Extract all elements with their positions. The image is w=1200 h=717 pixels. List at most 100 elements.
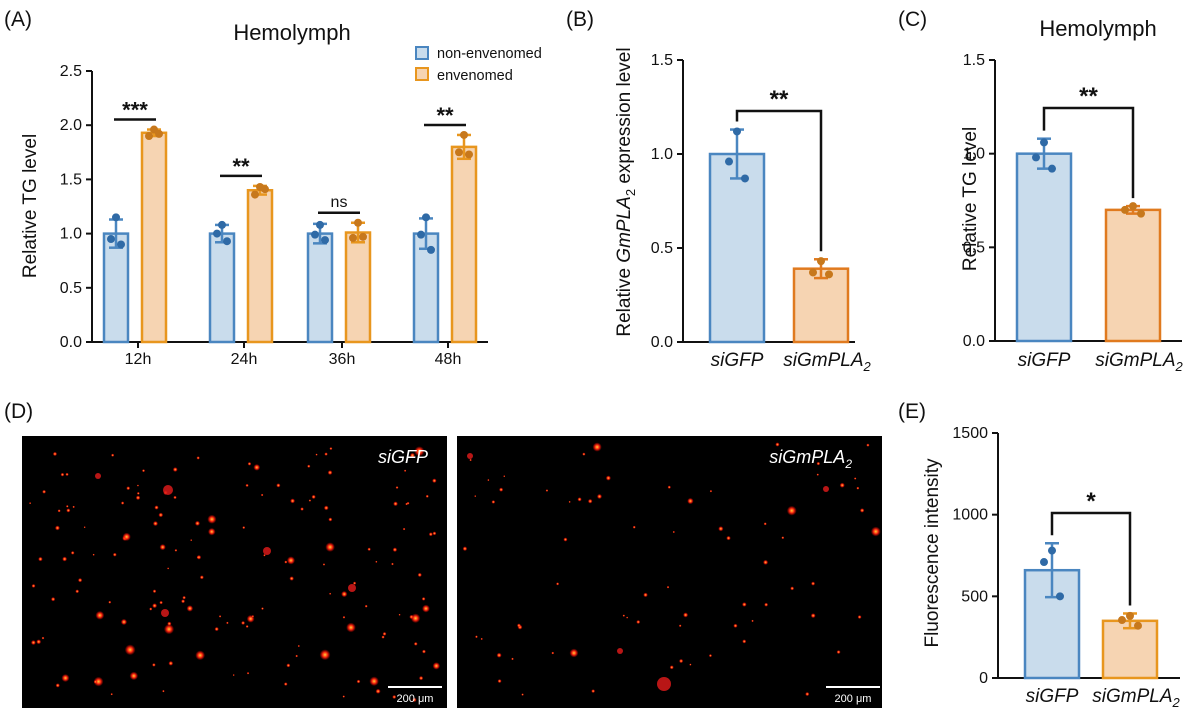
fluorescent-spot <box>276 483 281 488</box>
panel-c-significance-bracket <box>1042 106 1135 199</box>
fluorescent-spot <box>418 675 424 681</box>
fluorescent-spot <box>870 526 881 537</box>
fluorescent-spot <box>425 494 429 498</box>
fluorescent-spot <box>167 567 170 570</box>
fluorescent-spot <box>689 663 692 666</box>
fluorescent-spot <box>207 514 217 524</box>
fluorescent-spot <box>29 502 32 505</box>
panel-b-siGFP-data-point <box>725 157 733 166</box>
panel-b-siGFP-data-point <box>733 127 741 136</box>
fluorescent-spot <box>95 610 105 620</box>
panel-c-title: Hemolymph <box>1039 16 1156 41</box>
fluorescent-spot <box>403 469 407 472</box>
fluorescent-spot <box>763 559 769 565</box>
fluorescent-spot <box>605 475 611 481</box>
fluorescent-spot <box>742 602 747 607</box>
fluorescent-spot <box>246 671 250 675</box>
fluorescent-spot <box>687 497 694 505</box>
fluorescent-spot <box>422 604 430 613</box>
fluorescent-spot <box>253 464 261 471</box>
fluorescent-spot <box>392 694 397 699</box>
panel-a-envenomed-data-point <box>155 129 163 138</box>
fluorescent-spot <box>672 530 675 534</box>
panel-a-non-envenomed-data-point <box>213 229 221 238</box>
fluorescent-spot <box>511 657 514 661</box>
panel-e-siGFP-data-point <box>1056 592 1064 601</box>
fluorescent-spot <box>129 671 139 681</box>
fluorescent-spot <box>810 613 816 619</box>
panel-a-non-envenomed-data-point <box>321 236 329 245</box>
fluorescent-spot <box>866 443 870 447</box>
panel-a-non-envenomed-data-point <box>107 235 115 244</box>
fluorescent-spot <box>402 527 406 531</box>
fluorescent-cluster <box>348 584 356 592</box>
fluorescent-spot <box>319 649 331 661</box>
fluorescent-spot <box>487 478 490 482</box>
micrograph-siGFP <box>22 436 447 708</box>
panel-a-y-label: Relative TG level <box>20 134 41 278</box>
micrograph-siGmPLA <box>457 436 882 708</box>
fluorescent-spot <box>499 487 504 492</box>
legend-swatch-non-envenomed <box>415 46 429 60</box>
fluorescent-spot <box>577 497 582 502</box>
panel-d-micrographs: siGFP siGmPLA2 200 μm 200 μm <box>22 436 882 708</box>
fluorescent-spot <box>181 599 186 604</box>
fluorescent-spot <box>108 600 112 604</box>
panel-a-non-envenomed-data-point <box>112 213 120 222</box>
panel-e-y-tick-label: 1000 <box>952 507 988 524</box>
panel-a-x-tick-label: 24h <box>231 351 258 368</box>
fluorescent-spot <box>120 618 128 626</box>
panel-a-envenomed-bar <box>450 145 478 344</box>
micrograph-siGmPLA-signal <box>462 442 881 697</box>
fluorescent-spot <box>733 623 738 628</box>
fluorescent-spot <box>428 532 433 537</box>
panel-a-non-envenomed-bar <box>306 232 334 344</box>
fluorescent-spot <box>122 532 131 542</box>
legend-swatch-envenomed <box>415 67 429 81</box>
fluorescent-spot <box>328 517 333 522</box>
fluorescent-spot <box>857 615 862 619</box>
micrograph-label-siGFP: siGFP <box>378 447 428 467</box>
fluorescent-spot <box>462 546 468 552</box>
fluorescent-spot <box>295 654 299 658</box>
panel-a-x-tick-label: 12h <box>125 351 152 368</box>
panel-e-siGmPLA-bar <box>1101 619 1159 680</box>
panel-c-siGmPLA-bar <box>1104 208 1162 343</box>
fluorescent-spot <box>409 452 415 458</box>
fluorescent-cluster <box>657 677 671 691</box>
panel-a-y-tick-label: 2.0 <box>60 117 82 134</box>
fluorescent-spot <box>135 495 141 501</box>
panel-a-y-tick-label: 1.0 <box>60 226 82 243</box>
fluorescent-spot <box>708 654 713 658</box>
fluorescent-spot <box>38 556 43 562</box>
fluorescent-spot <box>242 526 246 530</box>
fluorescent-spot <box>284 560 288 564</box>
fluorescent-spot <box>42 489 47 494</box>
fluorescent-spot <box>742 639 747 644</box>
fluorescent-spot <box>421 597 426 601</box>
fluorescent-spot <box>226 621 229 625</box>
fluorescent-spot <box>568 500 571 503</box>
panel-letter-e: (E) <box>898 400 926 423</box>
panel-a-envenomed-data-point <box>354 218 362 227</box>
fluorescent-cluster <box>263 547 271 555</box>
fluorescent-spot <box>247 461 252 466</box>
fluorescent-spot <box>556 582 560 586</box>
fluorescent-spot <box>412 697 417 703</box>
fluorescent-spot <box>196 456 200 460</box>
panel-a-envenomed-bar <box>344 231 372 344</box>
fluorescent-spot <box>159 544 166 551</box>
fluorescent-spot <box>141 469 146 473</box>
fluorescent-spot <box>289 576 294 581</box>
panel-c-y-label: Relative TG level <box>960 127 981 271</box>
fluorescent-spot <box>632 525 636 529</box>
fluorescent-spot <box>30 640 36 646</box>
fluorescent-spot <box>196 554 202 560</box>
fluorescent-spot <box>83 526 86 529</box>
fluorescent-spot <box>375 688 381 694</box>
fluorescent-spot <box>36 639 42 645</box>
panel-letter-a: (A) <box>4 8 32 31</box>
fluorescent-spot <box>764 602 769 607</box>
panel-c-y-tick-label: 0.0 <box>963 333 985 350</box>
fluorescent-spot <box>55 683 60 688</box>
